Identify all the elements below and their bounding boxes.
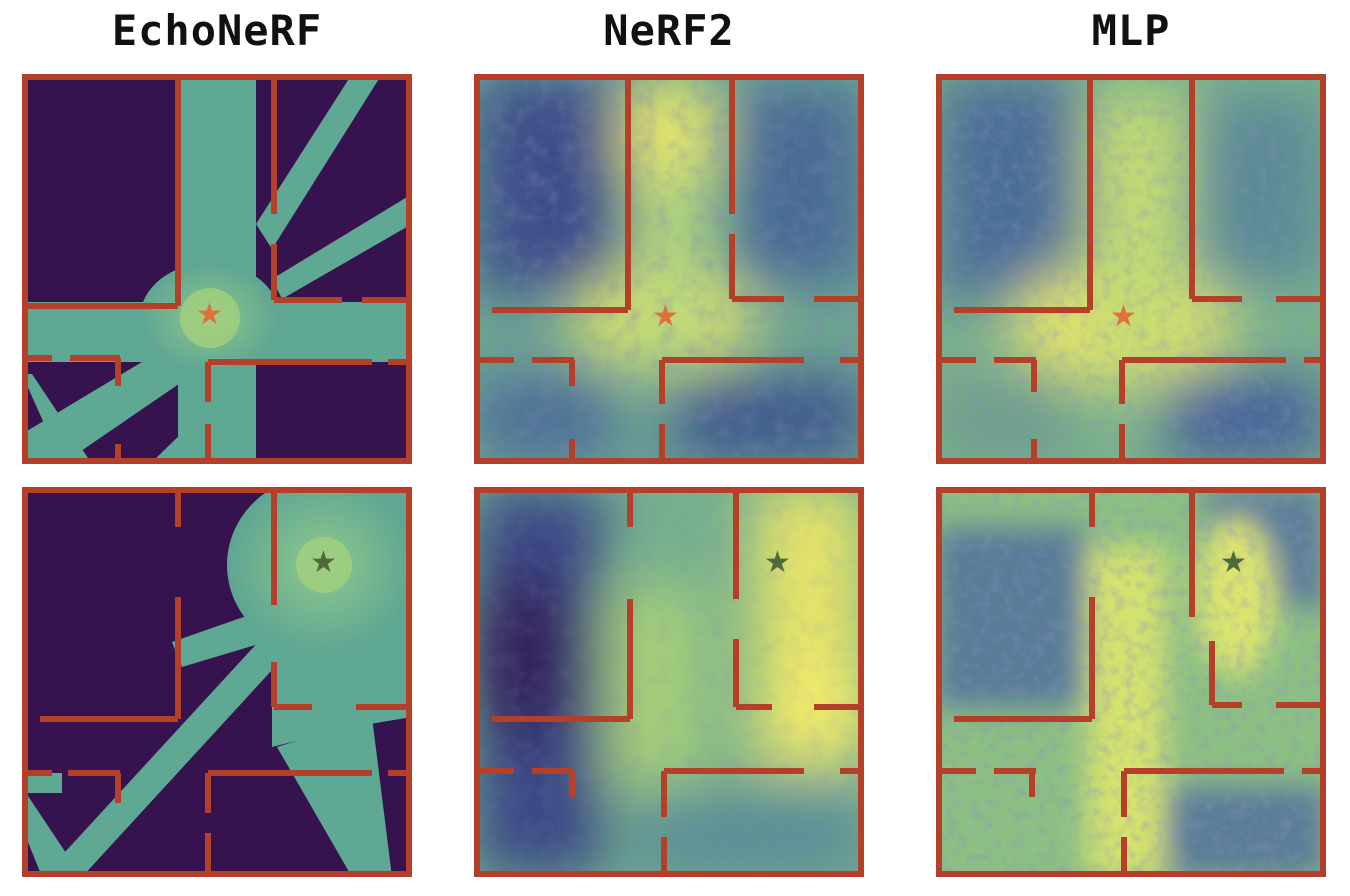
column-title-echonerf: EchoNeRF [111, 6, 323, 55]
echonerf-map-row-1 [22, 74, 412, 464]
column-title-nerf2: NeRF2 [603, 6, 735, 55]
transmitter-star-icon: ★ [764, 545, 791, 580]
transmitter-star-icon: ★ [1110, 299, 1137, 334]
nerf2-map-row-1 [474, 74, 864, 464]
transmitter-star-icon: ★ [196, 297, 223, 332]
transmitter-star-icon: ★ [1220, 545, 1247, 580]
mlp-map-row-2 [936, 487, 1326, 877]
nerf2-map-row-2 [474, 487, 864, 877]
transmitter-star-icon: ★ [310, 545, 337, 580]
transmitter-star-icon: ★ [652, 299, 679, 334]
column-title-mlp: MLP [1091, 6, 1171, 55]
mlp-map-row-1 [936, 74, 1326, 464]
echonerf-map-row-2 [22, 487, 412, 877]
